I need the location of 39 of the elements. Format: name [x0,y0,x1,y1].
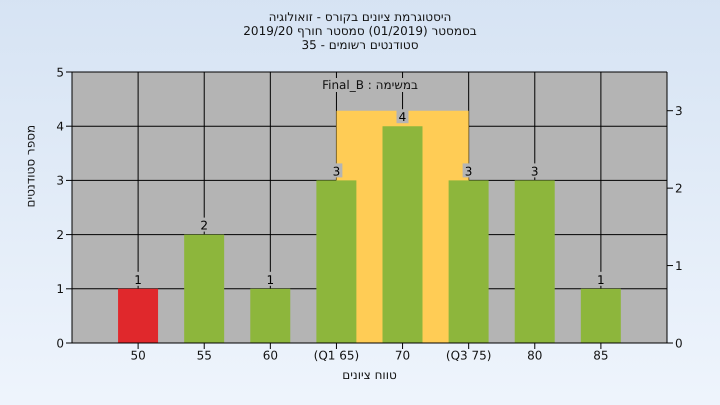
bar [382,126,422,343]
y-tick-label: 3 [56,174,64,188]
y2-tick-label: 0 [675,336,683,350]
bar [514,180,555,343]
x-tick-label: 70 [394,348,410,363]
x-tick-label: 85 [593,348,609,363]
y-tick-label: 1 [56,282,64,296]
y-tick-label: 4 [56,119,64,134]
y2-tick-label: 1 [675,258,683,273]
x-tick-label: (Q3 75) [446,348,492,363]
chart-title: היסטוגרמת ציונים בקורס - זואולוגיה [268,10,452,24]
data-label: 3 [530,164,539,178]
x-tick-label: 60 [262,348,278,363]
bar [250,288,290,343]
y2-tick-label: 3 [675,104,683,118]
y-axis-title: מספר סטודנטים [23,124,38,208]
x-tick-label: (Q1 65) [314,348,360,363]
bar [118,288,158,343]
y-tick-label: 0 [56,336,64,350]
bar [580,288,621,343]
data-label: 2 [200,218,208,233]
x-tick-label: 80 [527,348,542,363]
bar [184,234,224,343]
x-tick-label: 50 [130,348,146,363]
x-axis-title: טווח ציונים [342,368,397,382]
data-label: 4 [398,110,406,124]
data-label: 3 [464,164,472,178]
chart-subtitle: בסמסטר (01/2019) סמסטר חורף 2019/20 סטודנטים רשומים - 35 [242,24,478,52]
data-label: 3 [332,164,340,178]
x-tick-label: 55 [196,348,212,363]
y-tick-label: 2 [56,228,64,242]
data-label: 1 [134,272,142,287]
bar [448,180,489,343]
annotation: במשימה : Final_B [319,78,421,92]
y2-tick-label: 2 [675,181,683,196]
data-label: 1 [266,272,274,287]
data-label: 1 [597,272,605,287]
bar [316,180,356,343]
y-tick-label: 5 [56,65,64,80]
